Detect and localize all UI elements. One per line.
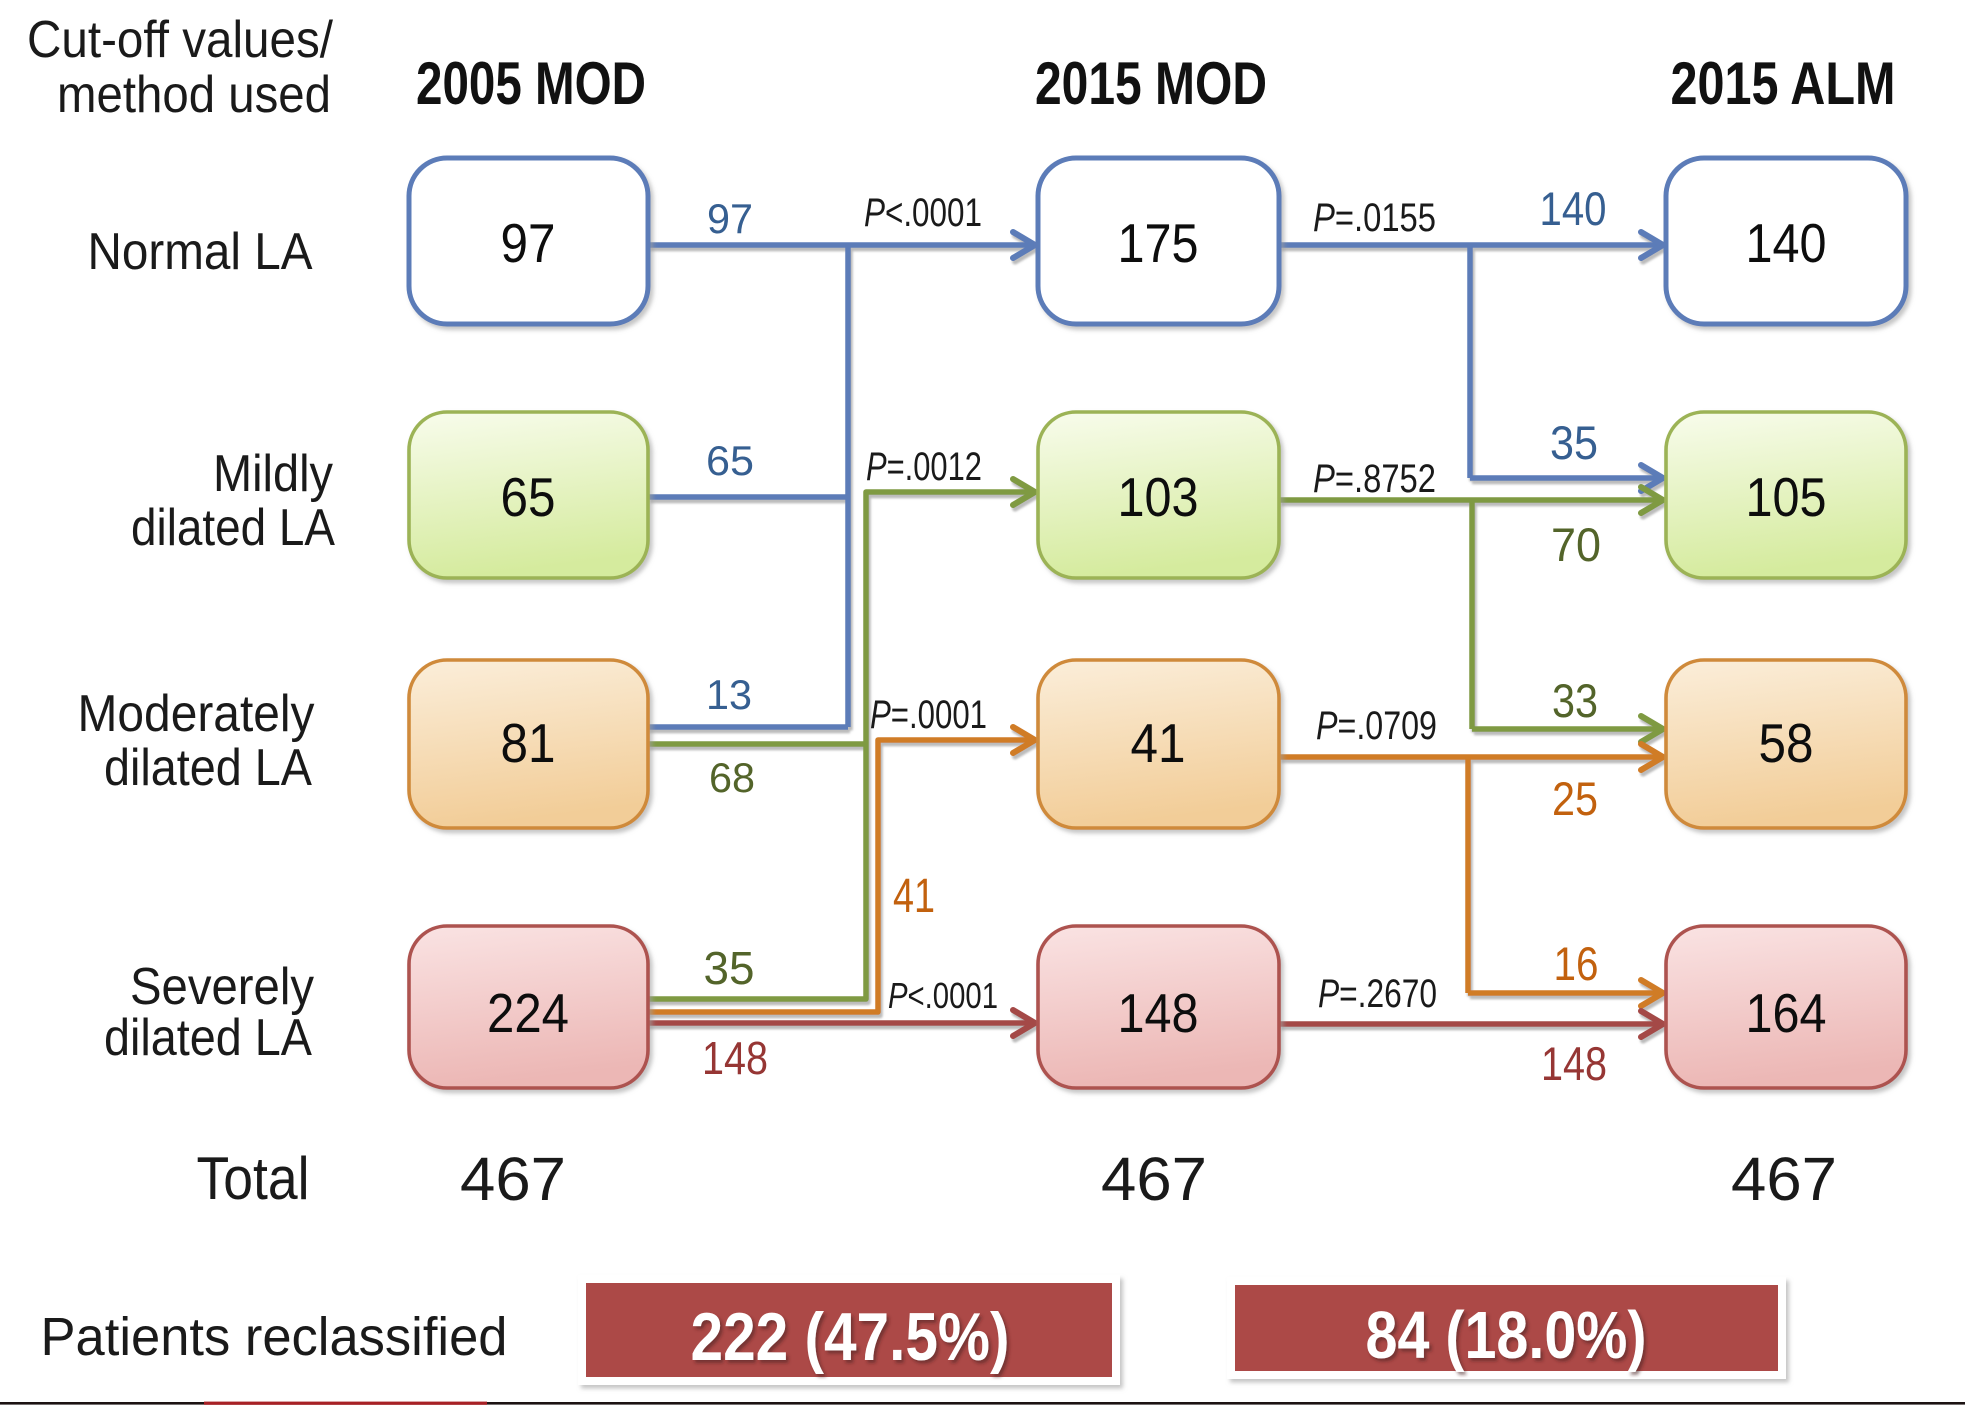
- svg-text:P<.0001: P<.0001: [864, 191, 982, 235]
- svg-text:P=.2670: P=.2670: [1318, 972, 1437, 1016]
- svg-text:41: 41: [1131, 712, 1186, 774]
- svg-text:35: 35: [704, 942, 755, 994]
- svg-text:140: 140: [1746, 212, 1827, 274]
- svg-text:Moderately: Moderately: [78, 685, 315, 743]
- svg-text:467: 467: [460, 1145, 566, 1213]
- svg-text:65: 65: [706, 437, 754, 484]
- svg-text:Normal LA: Normal LA: [88, 223, 313, 281]
- svg-text:175: 175: [1118, 212, 1199, 274]
- svg-text:103: 103: [1118, 466, 1199, 528]
- svg-text:16: 16: [1554, 937, 1599, 990]
- svg-text:467: 467: [1101, 1145, 1207, 1213]
- svg-text:P=.0155: P=.0155: [1313, 196, 1436, 240]
- svg-text:81: 81: [501, 712, 556, 774]
- svg-text:148: 148: [1118, 982, 1199, 1044]
- svg-text:2015 ALM: 2015 ALM: [1671, 50, 1896, 117]
- svg-text:467: 467: [1731, 1145, 1837, 1213]
- svg-text:P=.0709: P=.0709: [1316, 704, 1437, 748]
- svg-text:Patients reclassified: Patients reclassified: [41, 1307, 508, 1367]
- svg-text:68: 68: [709, 754, 755, 801]
- svg-text:P<.0001: P<.0001: [888, 975, 998, 1016]
- svg-text:35: 35: [1550, 416, 1598, 469]
- svg-text:2015 MOD: 2015 MOD: [1035, 50, 1267, 117]
- svg-text:140: 140: [1540, 182, 1607, 235]
- svg-text:dilated LA: dilated LA: [131, 499, 335, 557]
- svg-text:148: 148: [1541, 1037, 1607, 1090]
- svg-text:222 (47.5%): 222 (47.5%): [691, 1299, 1010, 1375]
- svg-text:Total: Total: [197, 1145, 310, 1212]
- svg-text:58: 58: [1759, 712, 1814, 774]
- svg-text:Mildly: Mildly: [213, 445, 333, 503]
- svg-text:105: 105: [1746, 466, 1827, 528]
- svg-text:84 (18.0%): 84 (18.0%): [1366, 1298, 1647, 1373]
- svg-text:70: 70: [1551, 518, 1601, 571]
- svg-text:148: 148: [702, 1032, 768, 1084]
- svg-text:224: 224: [487, 982, 569, 1044]
- svg-text:dilated LA: dilated LA: [104, 739, 312, 797]
- svg-text:Severely: Severely: [130, 958, 314, 1016]
- svg-text:164: 164: [1746, 982, 1827, 1044]
- svg-text:dilated LA: dilated LA: [104, 1009, 312, 1067]
- svg-text:97: 97: [501, 212, 556, 274]
- svg-text:25: 25: [1552, 772, 1598, 825]
- svg-text:97: 97: [707, 195, 753, 242]
- svg-text:method used: method used: [57, 66, 331, 124]
- svg-text:P=.8752: P=.8752: [1313, 457, 1436, 501]
- svg-text:P=.0012: P=.0012: [866, 445, 982, 489]
- svg-text:2005 MOD: 2005 MOD: [416, 50, 646, 117]
- svg-text:33: 33: [1552, 674, 1598, 727]
- svg-text:13: 13: [706, 671, 752, 718]
- svg-text:41: 41: [893, 870, 935, 923]
- svg-text:P=.0001: P=.0001: [870, 693, 987, 737]
- svg-text:65: 65: [501, 466, 556, 528]
- svg-text:Cut-off values/: Cut-off values/: [27, 11, 333, 69]
